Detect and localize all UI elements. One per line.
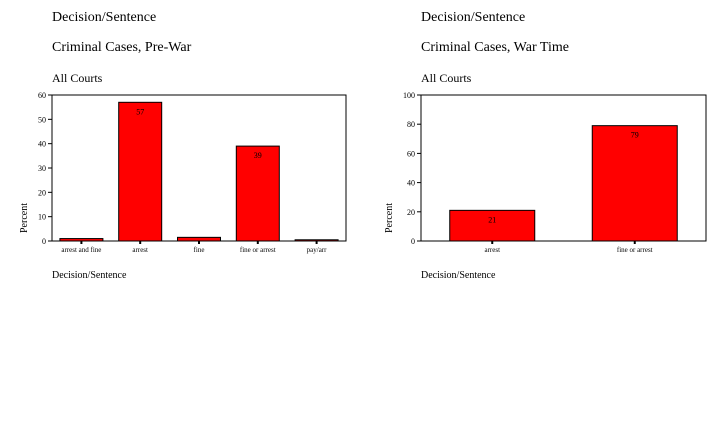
y-tick-label: 60 [38, 91, 46, 100]
bar [294, 239, 339, 242]
y-tick-label: 0 [411, 237, 415, 246]
x-tick-label: arrest [132, 246, 148, 254]
x-tick-label: fine [194, 246, 205, 254]
y-tick-label: 0 [42, 237, 46, 246]
data-label: 21 [488, 215, 496, 224]
chart-title: Decision/Sentence [421, 10, 526, 25]
chart-title: Decision/Sentence [52, 10, 157, 25]
bar [177, 236, 221, 242]
y-tick-label: 40 [38, 140, 46, 149]
chart-subtitle: Criminal Cases, War Time [421, 40, 569, 55]
x-tick-label: fine or arrest [240, 246, 276, 254]
chart-panel-prewar: Decision/Sentence Criminal Cases, Pre-Wa… [0, 0, 360, 300]
x-tick-label: arrest and fine [61, 246, 101, 254]
y-tick-label: 20 [407, 208, 415, 217]
y-axis-label: Percent [384, 203, 395, 233]
y-axis-label: Percent [19, 203, 30, 233]
x-axis-label: Decision/Sentence [52, 270, 127, 281]
y-tick-label: 40 [407, 179, 415, 188]
bar [591, 125, 678, 242]
chart-panel-wartime: Decision/Sentence Criminal Cases, War Ti… [360, 0, 720, 300]
chart-note: All Courts [421, 71, 472, 85]
y-tick-label: 60 [407, 149, 415, 158]
bar-chart-prewar: 0 10 20 30 40 50 60 Percent arrest and fine arres… [19, 91, 347, 254]
x-tick-label: arrest [484, 246, 500, 254]
x-axis-label: Decision/Sentence [421, 270, 496, 281]
y-tick-label: 100 [403, 91, 415, 100]
y-tick-label: 50 [38, 115, 46, 124]
data-label: 39 [254, 151, 262, 160]
plot-frame [51, 94, 347, 242]
y-tick-label: 30 [38, 164, 46, 173]
y-tick-label: 20 [38, 188, 46, 197]
bar-chart-wartime: 0 20 40 60 80 100 Percent arrest 21 fine or arres… [384, 91, 707, 254]
y-tick-label: 10 [38, 213, 46, 222]
chart-subtitle: Criminal Cases, Pre-War [52, 40, 192, 55]
x-tick-label: fine or arrest [617, 246, 653, 254]
chart-note: All Courts [52, 71, 103, 85]
bar [235, 145, 280, 242]
plot-frame [420, 94, 707, 242]
data-label: 57 [136, 107, 144, 116]
y-tick-label: 80 [407, 120, 415, 129]
data-label: 79 [631, 131, 639, 140]
bar [118, 101, 163, 242]
bar [59, 238, 104, 242]
x-tick-label: pay/arr [307, 246, 327, 254]
